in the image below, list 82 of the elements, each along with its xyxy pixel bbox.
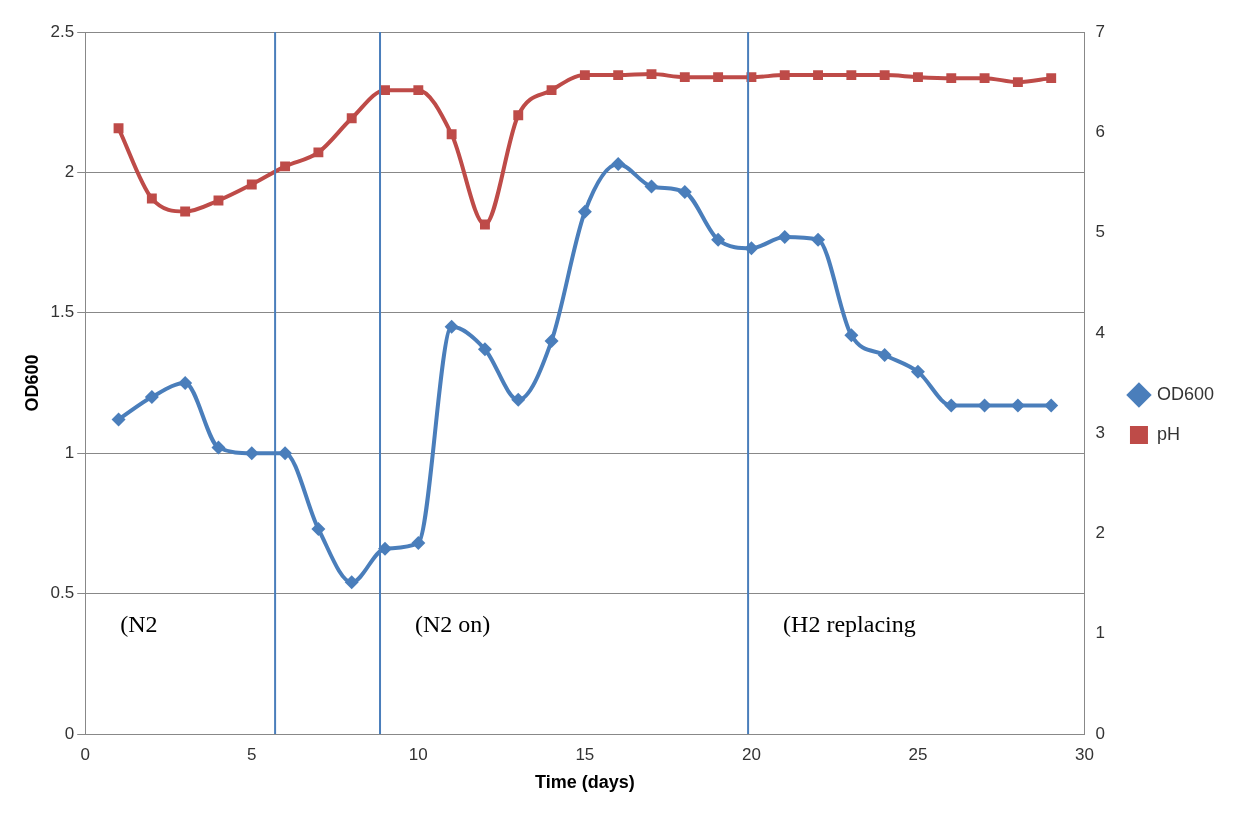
point bbox=[1012, 77, 1023, 88]
x-tick-label: 0 bbox=[80, 744, 90, 764]
point bbox=[144, 390, 159, 405]
point bbox=[544, 333, 559, 348]
point bbox=[411, 536, 426, 551]
point bbox=[844, 328, 859, 343]
y2-tick-label: 0 bbox=[1095, 723, 1105, 743]
point bbox=[244, 446, 259, 461]
point bbox=[113, 123, 124, 134]
x-tick-label: 30 bbox=[1075, 744, 1094, 764]
y-axis-title: OD600 bbox=[21, 354, 42, 412]
y2-tick-label: 3 bbox=[1095, 422, 1105, 442]
point bbox=[879, 70, 890, 81]
annotation: (H2 replacing bbox=[783, 611, 916, 638]
y2-tick-label: 7 bbox=[1095, 21, 1105, 41]
point bbox=[946, 73, 957, 84]
point bbox=[644, 179, 659, 194]
point bbox=[278, 446, 293, 461]
point bbox=[944, 398, 959, 413]
point bbox=[178, 376, 193, 390]
point bbox=[979, 73, 990, 84]
point bbox=[111, 412, 126, 427]
y-tick-label: 0 bbox=[64, 723, 75, 743]
x-tick-label: 10 bbox=[408, 744, 428, 764]
point bbox=[679, 72, 690, 83]
y2-tick-label: 5 bbox=[1095, 222, 1105, 242]
y2-tick-label: 2 bbox=[1095, 523, 1105, 543]
point bbox=[511, 392, 526, 407]
point bbox=[1046, 73, 1057, 84]
point bbox=[1010, 398, 1025, 413]
x-tick-label: 15 bbox=[575, 744, 595, 764]
point bbox=[913, 72, 923, 83]
y-tick-label: 0.5 bbox=[50, 583, 75, 603]
y-tick-label: 2 bbox=[64, 162, 75, 182]
point bbox=[313, 147, 324, 158]
point bbox=[977, 398, 992, 413]
point bbox=[344, 575, 359, 590]
point bbox=[180, 206, 191, 217]
point bbox=[477, 342, 492, 357]
point bbox=[646, 69, 657, 80]
point bbox=[579, 70, 590, 81]
point bbox=[846, 70, 857, 81]
point bbox=[444, 319, 459, 334]
point bbox=[777, 229, 792, 244]
point bbox=[480, 219, 490, 230]
y2-tick-label: 4 bbox=[1095, 322, 1105, 342]
y-tick-label: 2.5 bbox=[50, 21, 75, 41]
point bbox=[677, 185, 692, 200]
point bbox=[346, 113, 357, 124]
x-tick-label: 25 bbox=[908, 744, 928, 764]
point bbox=[910, 364, 925, 379]
point bbox=[146, 193, 157, 204]
point bbox=[413, 85, 424, 96]
point bbox=[246, 179, 257, 190]
annotation: (N2 bbox=[120, 611, 158, 638]
x-axis-title: Time (days) bbox=[535, 772, 635, 793]
point bbox=[513, 110, 524, 121]
point bbox=[1044, 398, 1059, 413]
point bbox=[711, 232, 726, 247]
point bbox=[713, 72, 724, 83]
point bbox=[779, 70, 790, 81]
annotation: (N2 on) bbox=[415, 611, 491, 638]
point bbox=[813, 70, 823, 81]
x-tick-label: 20 bbox=[741, 744, 761, 764]
point bbox=[877, 347, 892, 362]
point bbox=[546, 85, 557, 96]
point bbox=[280, 161, 291, 172]
point bbox=[577, 204, 592, 219]
point bbox=[446, 129, 457, 140]
point bbox=[311, 522, 326, 537]
point bbox=[378, 541, 393, 556]
y-tick-label: 1 bbox=[64, 442, 75, 462]
x-tick-label: 5 bbox=[247, 744, 257, 764]
point bbox=[211, 440, 226, 455]
y-tick-label: 1.5 bbox=[50, 302, 75, 322]
point bbox=[611, 156, 626, 171]
legend-label: OD600 bbox=[1156, 383, 1215, 404]
point bbox=[613, 70, 624, 81]
y2-tick-label: 1 bbox=[1095, 623, 1105, 643]
y2-tick-label: 6 bbox=[1095, 121, 1105, 141]
point bbox=[811, 232, 826, 247]
legend-label: pH bbox=[1156, 423, 1180, 444]
